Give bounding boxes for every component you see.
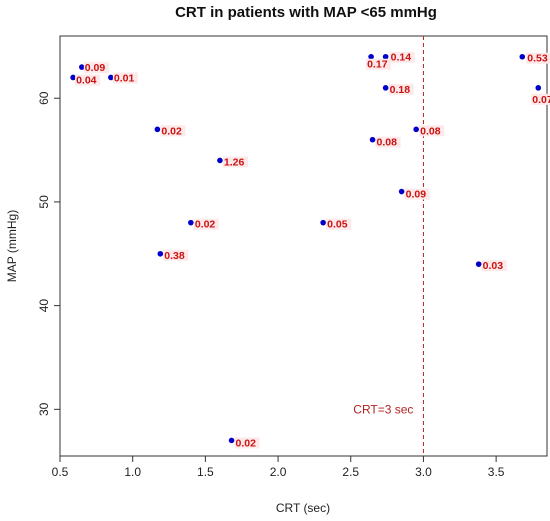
y-tick-label: 60 (37, 91, 51, 105)
data-point (368, 53, 374, 60)
data-label: 0.03 (483, 260, 504, 272)
data-label: 0.07 (532, 94, 550, 106)
x-tick-label: 3.0 (415, 465, 432, 479)
data-point (154, 126, 161, 133)
reference-line-group: CRT=3 sec (353, 36, 424, 456)
data-label-bg (526, 52, 550, 64)
data-point (79, 64, 85, 70)
data-label: 0.05 (327, 219, 348, 231)
data-label-bg (375, 136, 401, 148)
x-axis: 0.5 1.0 1.5 2.0 2.5 3.0 3.5 (52, 456, 505, 479)
data-label-bg (388, 83, 414, 95)
data-label-bg (404, 188, 430, 200)
data-label-bg (83, 62, 109, 74)
data-point (382, 53, 389, 60)
data-label: 0.02 (195, 219, 216, 231)
data-label: 0.09 (85, 62, 106, 74)
data-point (228, 437, 235, 444)
data-label-bg (222, 156, 248, 168)
data-label: 0.02 (161, 125, 182, 137)
y-tick-label: 40 (37, 299, 51, 313)
data-label-bg (531, 93, 550, 105)
data-label-bg (160, 125, 186, 137)
data-label: 0.02 (236, 437, 257, 449)
data-point (188, 219, 194, 226)
chart-title: CRT in patients with MAP <65 mmHg (175, 4, 437, 21)
reference-line-label: CRT=3 sec (353, 402, 413, 416)
x-tick-label: 2.5 (342, 465, 359, 479)
x-tick-label: 1.0 (124, 465, 141, 479)
data-label: 0.14 (391, 52, 412, 64)
data-label: 0.08 (420, 125, 441, 137)
data-label: 0.38 (164, 250, 185, 262)
data-point (217, 157, 223, 164)
data-label: 0.04 (76, 74, 97, 86)
data-labels: 0.090.04 0.010.021.260.020.380.020.050.17… (75, 51, 550, 449)
data-label-bg (234, 437, 260, 449)
data-label: 0.08 (377, 137, 398, 149)
data-label-bg (112, 72, 138, 84)
data-label: 0.17 (367, 59, 388, 71)
data-label-bg (75, 74, 101, 86)
x-axis-label: CRT (sec) (276, 501, 330, 515)
data-point (157, 250, 164, 257)
y-axis: 30 40 50 60 (37, 91, 60, 416)
data-point (108, 74, 114, 81)
data-label-bg (193, 218, 219, 230)
data-label: 0.18 (390, 84, 411, 96)
data-label-bg (481, 260, 507, 272)
data-label-bg (326, 218, 352, 230)
x-tick-label: 2.0 (270, 465, 287, 479)
plot-frame (59, 35, 548, 457)
data-label: 0.01 (114, 72, 135, 84)
data-label: 0.53 (527, 53, 548, 65)
data-point (535, 85, 542, 91)
data-point (369, 136, 376, 143)
data-label-bg (419, 125, 445, 137)
x-tick-label: 1.5 (197, 465, 214, 479)
x-tick-label: 3.5 (488, 465, 505, 479)
data-label-bg (389, 51, 415, 63)
y-tick-label: 50 (37, 195, 51, 209)
data-label: 1.26 (224, 156, 245, 168)
data-point (475, 261, 482, 267)
data-point (320, 219, 326, 226)
data-point (398, 188, 405, 195)
data-points (70, 53, 542, 444)
data-point (70, 74, 76, 81)
data-point (413, 126, 419, 133)
y-tick-label: 30 (37, 402, 51, 416)
data-label: 0.09 (406, 189, 427, 201)
data-point (519, 53, 526, 60)
data-label-bg (366, 58, 392, 70)
y-axis-label: MAP (mmHg) (5, 210, 19, 282)
data-point (382, 85, 389, 91)
data-label-bg (163, 249, 189, 261)
x-tick-label: 0.5 (52, 465, 69, 479)
